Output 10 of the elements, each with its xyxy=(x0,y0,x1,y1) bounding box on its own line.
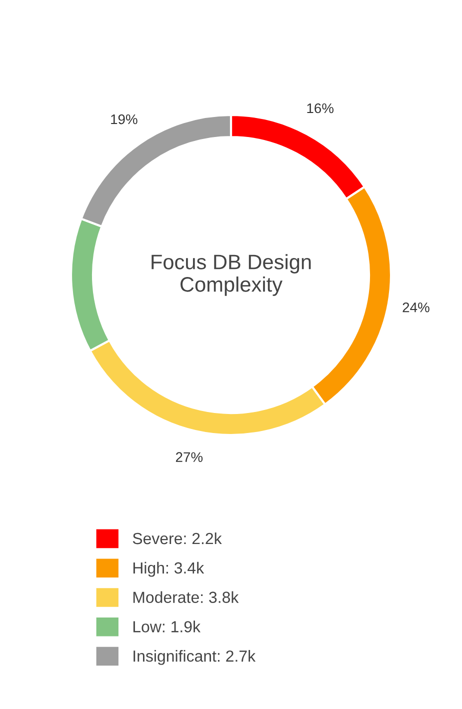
text: 24% xyxy=(402,302,430,312)
text: 27% xyxy=(176,452,203,462)
legend-label: Low: 1.9k xyxy=(133,620,201,632)
text: 16% xyxy=(307,103,334,114)
legend-label: High: 3.4k xyxy=(133,562,204,577)
legend-label: Moderate: 3.8k xyxy=(133,591,239,603)
legend-label: Insignificant: 2.7k xyxy=(134,650,256,665)
text: Focus DB Design Complexity xyxy=(152,254,311,296)
text: 19% xyxy=(111,114,138,124)
legend-label: Severe: 2.2k xyxy=(132,532,222,544)
